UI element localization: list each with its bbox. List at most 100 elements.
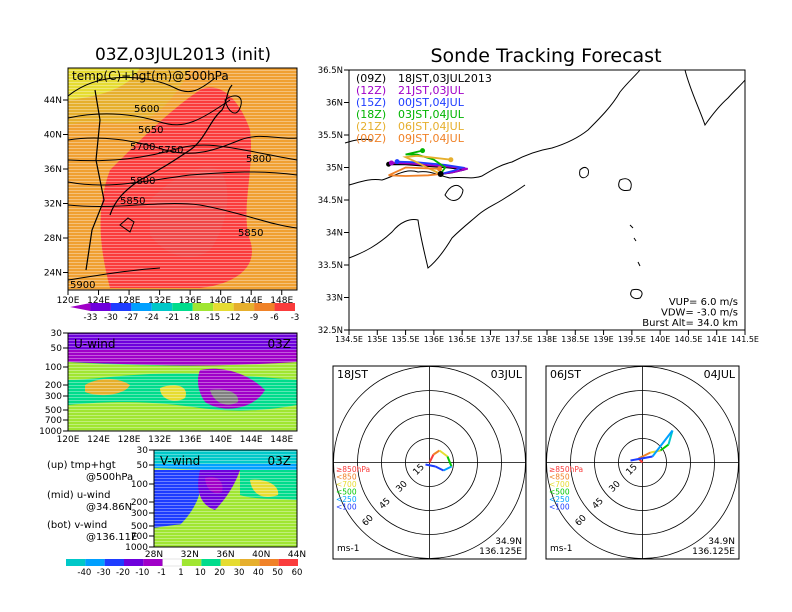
sonde-track: [397, 160, 466, 175]
p-tick-label: 30: [137, 446, 149, 456]
note-key: (mid) u-wind: [47, 490, 110, 501]
hodo-trace: [428, 454, 435, 463]
p-tick-label: 50: [51, 344, 63, 354]
colorbar-swatch: [192, 303, 214, 311]
wind-colorbar-swatch: [259, 559, 279, 566]
hodo-level-label: <100: [549, 503, 570, 512]
wind-colorbar-swatch: [66, 559, 86, 566]
colorbar-label: -21: [165, 313, 179, 323]
lat-tick-label: 28N: [145, 550, 163, 560]
launch-time: 18JST,03JUL2013: [398, 72, 492, 85]
hodo-level-label: ≥850hPa: [549, 465, 583, 474]
contour-label: 5900: [70, 280, 95, 291]
launch-time: 00JST,04JUL: [398, 96, 465, 109]
wind-colorbar-label: 60: [292, 568, 303, 578]
p-tick-label: 500: [131, 522, 148, 532]
hodo-lon: 136.125E: [692, 547, 735, 557]
colorbar-label: -24: [145, 313, 159, 323]
hodo-date: 04JUL: [704, 368, 736, 381]
colorbar-label: -15: [206, 313, 220, 323]
track-map: [344, 69, 746, 331]
p-tick-label: 300: [45, 392, 62, 402]
hodo-level-label: <250: [336, 495, 357, 504]
colorbar-swatch: [274, 303, 295, 311]
hodo-unit: ms-1: [550, 544, 572, 554]
colorbar-label: -12: [227, 313, 241, 323]
lon-tick-label: 139.5E: [618, 335, 646, 344]
lon-tick-label: 140E: [209, 296, 232, 306]
wind-colorbar-swatch: [143, 559, 163, 566]
launch-legend: (09Z) 18JST,03JUL2013 (12Z) 21JST,03JUL (15Z…: [356, 72, 492, 145]
wind-colorbar-swatch: [162, 558, 183, 567]
lon-tick-label: 139E: [593, 335, 613, 344]
hodo-level-label: <100: [336, 503, 357, 512]
hodo-trace: [638, 451, 651, 460]
lat-tick-label: 44N: [44, 96, 62, 106]
wind-colorbar-swatch: [201, 559, 221, 566]
lon-tick-label: 124E: [87, 296, 110, 306]
hodo-trace: [446, 456, 453, 467]
sonde-track: [402, 154, 451, 175]
colorbar-label: -30: [104, 313, 118, 323]
note-detail: @136.11E: [86, 532, 137, 543]
note-detail: @500hPa: [86, 472, 133, 483]
uwind-panel: U-wind 03Z: [67, 332, 298, 432]
hodo-ring: [333, 366, 526, 559]
lon-tick-label: 144E: [240, 296, 263, 306]
contour-label: 5700: [130, 142, 155, 153]
hodo-trace: [630, 455, 653, 462]
launch-time: 06JST,04JUL: [398, 120, 465, 133]
p-tick-label: 500: [45, 406, 62, 416]
lat-tick-label: 44N: [288, 550, 306, 560]
lon-tick-label: 132E: [148, 435, 171, 445]
hodo-time: 06JST: [550, 368, 581, 381]
uwind-label: U-wind: [74, 337, 115, 351]
p-tick-label: 200: [45, 381, 62, 391]
vwind-label: V-wind: [160, 454, 200, 468]
lon-tick-label: 136.5E: [448, 335, 476, 344]
hodo-ring: [357, 390, 502, 535]
colorbar-label: -18: [186, 313, 200, 323]
colorbar-swatch: [131, 303, 152, 311]
contour-label: 5600: [134, 104, 159, 115]
lat-tick-label: 40N: [44, 131, 62, 141]
launch-code: (12Z): [356, 84, 386, 97]
lat-tick-label: 32.5N: [318, 326, 343, 336]
colorbar-label: -6: [270, 313, 278, 323]
lat-tick-label: 35N: [326, 164, 343, 174]
contour-label: 5850: [120, 196, 145, 207]
lon-tick-label: 148E: [270, 435, 293, 445]
contour-label: 5800: [130, 176, 155, 187]
colorbar-label: -33: [84, 313, 98, 323]
lon-tick-label: 140.5E: [674, 335, 702, 344]
track-map-ticks: 36.5N 36N 35.5N 35N 34.5N 34N 33.5N 33N 32.5N134…: [318, 66, 759, 344]
wind-colorbar-label: 40: [253, 568, 264, 578]
colorbar-swatch: [90, 303, 111, 311]
lon-tick-label: 136E: [179, 435, 202, 445]
launch-time: 03JST,04JUL: [398, 108, 465, 121]
hodo-lon: 136.125E: [479, 547, 522, 557]
lon-tick-label: 135.5E: [392, 335, 420, 344]
hodo-trace: [651, 429, 674, 458]
lat-tick-label: 28N: [44, 234, 62, 244]
launch-code: (00Z): [356, 132, 386, 145]
hodo-ring: [618, 438, 667, 487]
p-tick-label: 700: [45, 416, 62, 426]
lon-tick-label: 141E: [707, 335, 727, 344]
lat-tick-label: 36N: [326, 99, 343, 109]
lat-tick-label: 24N: [44, 269, 62, 279]
landing-point: [420, 148, 426, 154]
launch-code: (21Z): [356, 120, 386, 133]
hodo-trace: [435, 465, 444, 472]
wind-colorbar-swatch: [278, 559, 298, 566]
hodo-trace: [659, 443, 670, 452]
wind-colorbar-label: -30: [97, 568, 111, 578]
hodo-date: 03JUL: [491, 368, 523, 381]
wind-colorbar-label: 1: [178, 568, 183, 578]
lon-tick-label: 141.5E: [731, 335, 759, 344]
hodo-ring: [546, 366, 739, 559]
lon-tick-label: 137.5E: [505, 335, 533, 344]
